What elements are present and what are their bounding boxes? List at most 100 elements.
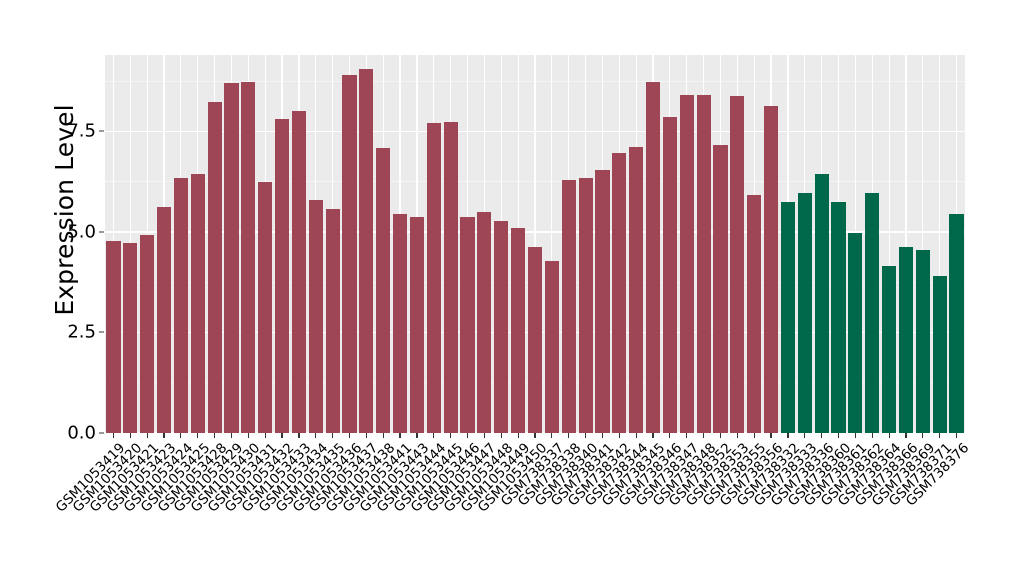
bar xyxy=(308,199,323,433)
bar xyxy=(561,179,576,433)
bar xyxy=(123,242,138,433)
x-axis-tick-mark xyxy=(348,433,351,438)
bar xyxy=(511,227,526,433)
bar xyxy=(325,208,340,433)
x-axis-tick-mark xyxy=(804,433,806,438)
gridline-vertical xyxy=(905,55,907,433)
bar xyxy=(494,220,509,433)
x-axis-tick-mark xyxy=(180,433,182,438)
x-axis-tick-mark xyxy=(500,433,502,438)
x-axis-tick-mark xyxy=(770,433,772,438)
x-axis-tick-mark xyxy=(939,433,941,438)
gridline-vertical xyxy=(888,55,890,433)
y-axis-tick-label: 5.0 xyxy=(67,221,96,243)
x-axis-tick-mark xyxy=(399,433,401,438)
y-axis-tick-mark xyxy=(99,331,104,333)
bar xyxy=(173,178,188,433)
x-axis-tick-mark xyxy=(433,433,435,438)
x-axis-tick-mark xyxy=(652,433,654,438)
x-axis-tick-mark xyxy=(955,433,958,438)
gridline-vertical xyxy=(939,55,941,433)
x-axis-tick-mark xyxy=(517,433,519,438)
bar xyxy=(797,192,812,433)
bar xyxy=(207,102,222,433)
x-axis-tick-marks xyxy=(105,433,965,439)
bar xyxy=(747,194,762,433)
x-axis-tick-mark xyxy=(618,433,620,438)
bar xyxy=(291,110,306,433)
bar xyxy=(527,247,543,433)
bar xyxy=(679,95,694,433)
y-axis-tick-mark xyxy=(99,231,104,233)
bar xyxy=(629,146,644,433)
bar xyxy=(376,147,391,433)
bar xyxy=(258,181,273,433)
bar xyxy=(274,119,290,433)
x-axis-tick-mark xyxy=(736,433,738,438)
bar xyxy=(241,81,256,433)
x-axis-tick-mark xyxy=(281,433,283,438)
x-axis-tick-mark xyxy=(416,433,418,438)
bar xyxy=(224,83,239,433)
plot-panel xyxy=(105,55,965,433)
bar xyxy=(814,173,829,433)
x-axis-tick-mark xyxy=(753,433,755,438)
x-axis-tick-mark xyxy=(534,433,536,438)
bar xyxy=(409,217,425,433)
bar xyxy=(645,82,661,433)
bar xyxy=(443,122,458,433)
x-axis-tick-mark xyxy=(871,433,873,438)
bar xyxy=(898,247,914,433)
x-axis-tick-labels: GSM1053419 GSM1053420 GSM1053421 GSM1053423… xyxy=(53,440,985,570)
bar xyxy=(477,211,492,433)
x-axis-tick-mark xyxy=(787,433,789,438)
y-axis-tick-mark xyxy=(99,432,104,434)
x-axis-tick-mark xyxy=(568,433,570,438)
bar xyxy=(696,95,711,433)
bar xyxy=(426,123,441,433)
x-axis-tick-mark xyxy=(146,433,148,438)
x-axis-tick-mark xyxy=(905,433,907,438)
y-axis-tick-label: 0.0 xyxy=(67,422,96,444)
x-axis-tick-mark xyxy=(230,433,233,438)
bar xyxy=(578,178,593,433)
bar xyxy=(190,174,205,433)
bar xyxy=(595,169,610,433)
bar xyxy=(460,217,475,433)
x-axis-tick-mark xyxy=(214,433,216,438)
x-axis-tick-mark xyxy=(247,433,249,438)
x-axis-tick-mark xyxy=(332,433,334,438)
bar xyxy=(612,152,627,433)
x-axis-tick-mark xyxy=(854,433,856,438)
x-axis-tick-mark xyxy=(837,433,840,438)
x-axis-tick-mark xyxy=(197,433,199,438)
x-axis-tick-mark xyxy=(483,433,485,438)
bar xyxy=(393,213,408,433)
bar xyxy=(949,213,964,433)
x-axis-tick-mark xyxy=(112,433,115,438)
x-axis-tick-mark xyxy=(264,433,266,438)
y-axis-tick-label: 2.5 xyxy=(67,321,96,343)
x-axis-tick-mark xyxy=(298,433,300,438)
bar xyxy=(662,116,677,433)
x-axis-tick-mark xyxy=(551,433,553,438)
bar xyxy=(140,235,155,433)
bar xyxy=(342,75,357,433)
bar xyxy=(156,207,172,433)
gridline-vertical xyxy=(534,55,536,433)
x-axis-tick-mark xyxy=(450,433,452,438)
x-axis-tick-mark xyxy=(365,433,367,438)
x-axis-tick-mark xyxy=(686,433,688,438)
bar xyxy=(865,192,880,433)
y-axis-tick-labels: 0.0 2.5 5.0 7.5 xyxy=(42,0,96,580)
bar xyxy=(713,144,728,433)
x-axis-tick-mark xyxy=(601,433,604,438)
bar xyxy=(106,240,121,433)
bar xyxy=(831,201,846,433)
x-axis-tick-mark xyxy=(922,433,924,438)
x-axis-tick-mark xyxy=(888,433,890,438)
gridline-vertical xyxy=(922,55,924,433)
x-axis-tick-mark xyxy=(129,433,131,438)
bar xyxy=(932,276,947,433)
